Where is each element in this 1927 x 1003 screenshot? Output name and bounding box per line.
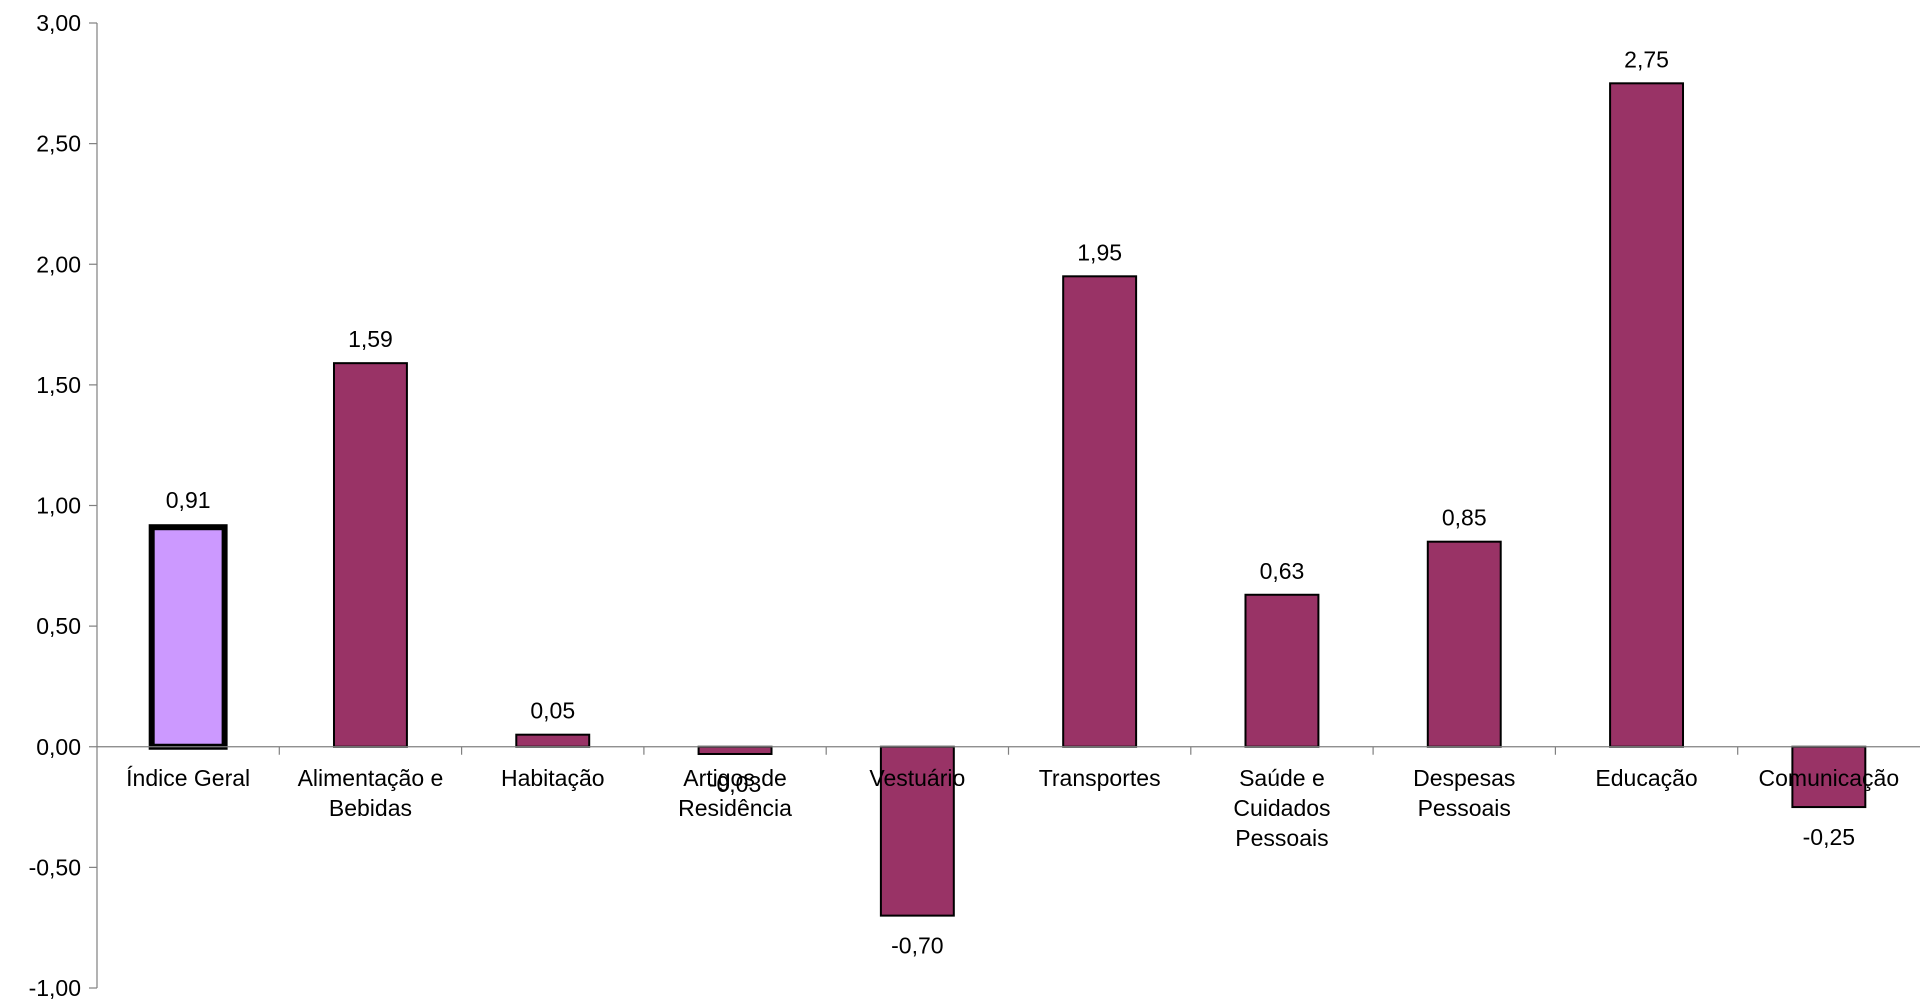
- bar: [148, 524, 228, 750]
- category-label-line: Comunicação: [1759, 765, 1900, 791]
- data-label: -0,70: [891, 933, 943, 959]
- category-label: Alimentação e Bebidas: [298, 765, 444, 821]
- category-label-line: Cuidados: [1233, 795, 1330, 821]
- x-axis: [97, 746, 1920, 755]
- category-label-line: Vestuário: [869, 765, 965, 791]
- category-label: Comunicação: [1759, 765, 1900, 791]
- data-label: 0,63: [1260, 558, 1305, 584]
- category-label-line: Habitação: [501, 765, 605, 791]
- bar: [697, 745, 773, 755]
- bar: [1426, 540, 1502, 748]
- category-label-line: Pessoais: [1235, 825, 1328, 851]
- category-label-line: Despesas: [1413, 765, 1515, 791]
- y-tick-label: 1,00: [36, 493, 81, 519]
- category-label: Vestuário: [869, 765, 965, 791]
- y-tick-label: 3,00: [36, 10, 81, 36]
- y-tick-label: 0,00: [36, 734, 81, 760]
- category-label: Índice Geral: [126, 765, 250, 791]
- category-labels: Índice Geral Alimentação e Bebidas Habitaçã…: [126, 765, 1899, 851]
- data-labels: 0,91 1,59 0,05 -0,03 -0,70 1,95 0,63 0,85 2,75 -0…: [166, 46, 1855, 958]
- category-label: Habitação: [501, 765, 605, 791]
- category-label-line: Índice Geral: [126, 765, 250, 791]
- category-label-line: Saúde e: [1239, 765, 1325, 791]
- data-label: 1,95: [1077, 239, 1122, 265]
- data-label: 0,85: [1442, 505, 1487, 531]
- category-label-line: Educação: [1595, 765, 1697, 791]
- data-label: -0,03: [709, 771, 761, 797]
- y-tick-label: 0,50: [36, 613, 81, 639]
- category-label-line: Bebidas: [329, 795, 412, 821]
- data-label: -0,25: [1803, 824, 1855, 850]
- category-label: Educação: [1595, 765, 1697, 791]
- category-label: Despesas Pessoais: [1413, 765, 1515, 821]
- y-tick-label: -1,00: [29, 975, 81, 1001]
- data-label: 0,05: [530, 698, 575, 724]
- data-label: 2,75: [1624, 46, 1669, 72]
- category-label: Saúde e Cuidados Pessoais: [1233, 765, 1330, 851]
- category-label: Artigos de Residência: [678, 765, 792, 821]
- y-tick-label: -0,50: [29, 854, 81, 880]
- category-label-line: Transportes: [1039, 765, 1161, 791]
- bar: [515, 733, 591, 748]
- y-tick-label: 1,50: [36, 372, 81, 398]
- category-label: Transportes: [1039, 765, 1161, 791]
- bar: [332, 362, 408, 748]
- category-label-line: Artigos de: [683, 765, 787, 791]
- bar: [1609, 82, 1685, 748]
- y-tick-label: 2,50: [36, 131, 81, 157]
- y-axis: -1,00 -0,50 0,00 0,50 1,00 1,50 2,00 2,50 3,00: [29, 10, 98, 1001]
- bars: [148, 82, 1867, 917]
- category-label-line: Residência: [678, 795, 792, 821]
- y-tick-label: 2,00: [36, 251, 81, 277]
- category-label-line: Pessoais: [1418, 795, 1511, 821]
- category-label-line: Alimentação e: [298, 765, 444, 791]
- data-label: 0,91: [166, 487, 211, 513]
- data-label: 1,59: [348, 326, 393, 352]
- bar: [1062, 275, 1138, 748]
- bar: [1244, 593, 1320, 748]
